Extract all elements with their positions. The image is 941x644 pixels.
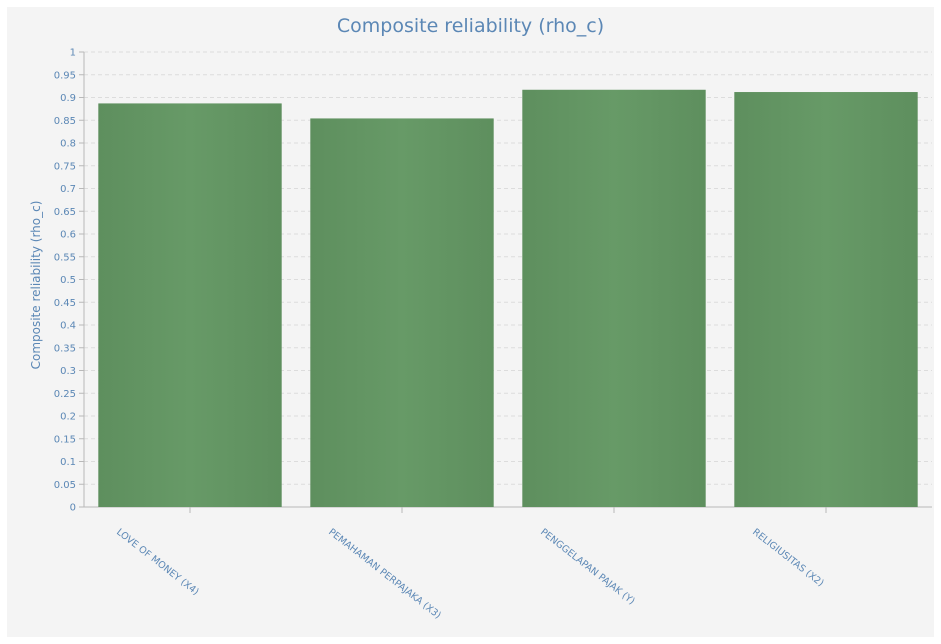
bars [98,89,918,508]
y-tick-label: 0.25 [54,389,76,400]
x-category-label: PENGGELAPAN PAJAK (Y) [538,527,637,607]
y-tick-label: 0.95 [54,70,76,81]
y-tick-label: 0.15 [54,434,76,445]
y-tick-label: 0.7 [60,184,76,195]
x-category-label: PEMAHAMAN PERPAJAKA (X3) [326,527,443,622]
x-category-label: LOVE OF MONEY (X4) [114,527,201,598]
y-tick-label: 0.2 [60,412,76,423]
y-tick-label: 0.85 [54,116,76,127]
y-tick-label: 0.75 [54,161,76,172]
y-tick-label: 0.8 [60,139,76,150]
y-tick-label: 0.55 [54,252,76,263]
y-tick-label: 0.4 [60,321,76,332]
x-category-label: RELIGIUSITAS (X2) [750,527,826,589]
bar[interactable] [734,92,918,507]
y-tick-label: 0.6 [60,230,76,241]
y-tick-label: 0.05 [54,480,76,491]
bar[interactable] [98,103,282,507]
y-tick-label: 1 [70,48,76,59]
y-tick-label: 0.1 [60,457,76,468]
y-tick-label: 0.3 [60,366,76,377]
y-tick-label: 0.65 [54,207,76,218]
y-tick-label: 0.9 [60,93,76,104]
y-tick-label: 0 [70,503,76,514]
chart-title: Composite reliability (rho_c) [336,15,605,37]
bar[interactable] [310,118,494,508]
chart-frame: Composite reliability (rho_c) 0 0.05 0.1 0.… [7,7,934,637]
y-tick-label: 0.35 [54,343,76,354]
y-tick-label: 0.45 [54,298,76,309]
y-axis-title: Composite reliability (rho_c) [29,201,43,370]
bar[interactable] [522,89,706,507]
y-tick-label: 0.5 [60,275,76,286]
bar-chart: 0 0.05 0.1 0.15 0.2 0.25 0.3 0.35 0.4 0.45 0.5 0.55… [29,48,932,622]
